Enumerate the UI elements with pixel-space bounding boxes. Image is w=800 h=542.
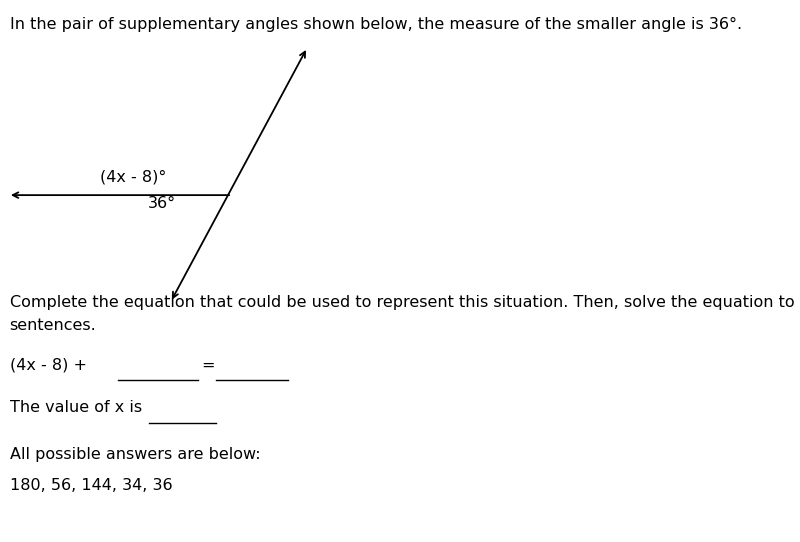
Text: (4x - 8) +: (4x - 8) + (10, 358, 92, 373)
Text: 180, 56, 144, 34, 36: 180, 56, 144, 34, 36 (10, 478, 172, 493)
Text: All possible answers are below:: All possible answers are below: (10, 447, 260, 462)
Text: Complete the equation that could be used to represent this situation. Then, solv: Complete the equation that could be used… (10, 295, 800, 311)
Text: In the pair of supplementary angles shown below, the measure of the smaller angl: In the pair of supplementary angles show… (10, 17, 742, 33)
Text: 36°: 36° (148, 196, 176, 211)
Text: sentences.: sentences. (10, 318, 96, 333)
Text: (4x - 8)°: (4x - 8)° (100, 169, 166, 184)
Text: The value of x is: The value of x is (10, 400, 147, 415)
Text: =: = (202, 358, 215, 373)
